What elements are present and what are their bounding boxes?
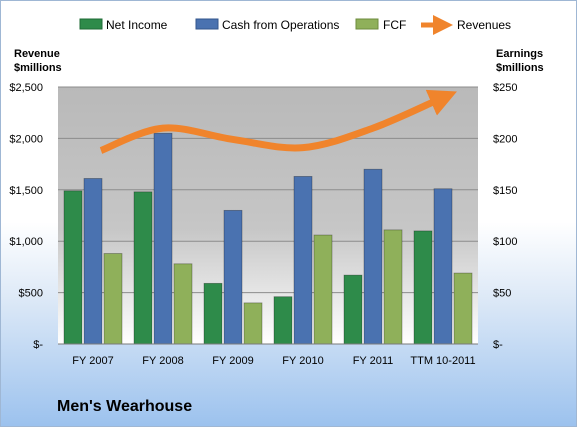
x-tick-label: FY 2008: [142, 355, 183, 367]
left-tick-label: $2,000: [9, 133, 43, 145]
x-tick-label: TTM 10-2011: [410, 355, 475, 367]
bar-net-income: [413, 230, 433, 345]
bar-net-income: [203, 282, 223, 345]
right-tick-label: $-: [493, 339, 503, 351]
legend-swatch-cash-from-operations: [195, 18, 219, 30]
legend: Net Income Cash from Operations FCF Reve…: [79, 15, 511, 35]
bar-fcf: [453, 272, 473, 345]
legend-swatch-net-income: [79, 18, 103, 30]
bar-net-income: [343, 274, 363, 345]
left-tick-label: $1,000: [9, 236, 43, 248]
left-axis-title-line1: Revenue: [14, 48, 60, 60]
legend-swatch-fcf: [355, 18, 379, 30]
bar-net-income: [133, 191, 153, 345]
plot-area: [58, 87, 478, 344]
bar-cash-from-operations: [153, 132, 173, 345]
left-tick-label: $2,500: [9, 82, 43, 94]
right-tick-label: $200: [493, 133, 517, 145]
right-tick-label: $100: [493, 236, 517, 248]
bar-fcf: [243, 302, 263, 345]
legend-label-fcf: FCF: [383, 18, 406, 32]
right-tick-label: $150: [493, 185, 517, 197]
right-axis-title-line1: Earnings: [496, 48, 543, 60]
bar-cash-from-operations: [83, 178, 103, 345]
right-tick-label: $250: [493, 82, 517, 94]
revenues-line: [99, 89, 457, 154]
x-tick-label: FY 2007: [72, 355, 113, 367]
chart-title: Men's Wearhouse: [57, 398, 193, 415]
bar-fcf: [313, 234, 333, 345]
bar-cash-from-operations: [293, 176, 313, 345]
bar-net-income: [63, 190, 83, 345]
legend-label-cash-from-operations: Cash from Operations: [222, 18, 339, 32]
bar-cash-from-operations: [363, 168, 383, 345]
x-tick-label: FY 2010: [282, 355, 323, 367]
legend-label-revenues: Revenues: [457, 18, 511, 32]
left-tick-label: $-: [33, 339, 43, 351]
legend-label-net-income: Net Income: [106, 18, 168, 32]
x-tick-label: FY 2009: [212, 355, 253, 367]
left-tick-label: $500: [19, 288, 43, 300]
left-axis-title-line2: $millions: [14, 62, 62, 74]
right-tick-label: $50: [493, 288, 511, 300]
x-tick-label: FY 2011: [353, 355, 394, 367]
bar-cash-from-operations: [223, 209, 243, 345]
bar-cash-from-operations: [433, 188, 453, 345]
bar-fcf: [173, 263, 193, 345]
left-tick-label: $1,500: [9, 185, 43, 197]
bar-net-income: [273, 296, 293, 345]
right-axis-title-line2: $millions: [496, 62, 544, 74]
bar-fcf: [383, 229, 403, 345]
bar-fcf: [103, 253, 123, 345]
